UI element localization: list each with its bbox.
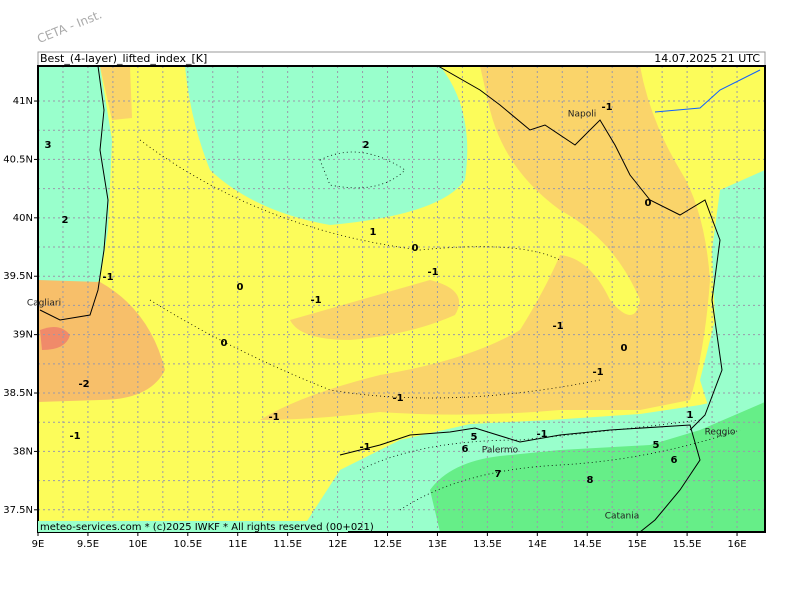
footer: meteo-services.com * (c)2025 IWKF * All … [40,522,374,533]
y-tick-label: 37.5N [3,505,33,516]
contour-label: 1 [370,227,377,238]
timestamp: 14.07.2025 21 UTC [654,52,760,65]
contour-label: 0 [645,198,652,209]
contour-label: -1 [601,102,612,113]
x-tick-label: 13.5E [473,539,502,550]
x-tick-label: 12.5E [373,539,402,550]
city-label: Cagliari [27,299,61,309]
region-aqua [185,66,468,225]
coastline [437,66,723,431]
contour-label: -1 [102,272,113,283]
y-tick-label: 38N [13,446,33,457]
contour-labels: 3 2 2 1 0 -1 -1 0 -1 0 -1 0 -2 -1 -1 -1 … [45,102,694,486]
city-label: Catania [605,512,640,522]
contour-label: 7 [495,469,502,480]
y-tick-label: 41N [13,96,33,107]
contour-label: -1 [268,412,279,423]
isoline [399,429,741,511]
contour-label: -2 [78,379,89,390]
isoline [359,419,701,471]
city-labels: Napoli Cagliari Palermo Catania Reggio [27,110,736,522]
x-tick-label: 12E [328,539,347,550]
x-tick-label: 11E [228,539,247,550]
x-tick-label: 14.5E [573,539,602,550]
contour-label: 0 [412,243,419,254]
contour-label: -1 [552,321,563,332]
contour-label: 3 [45,140,52,151]
y-tick-label: 40.5N [3,154,33,165]
isoline [149,299,601,399]
contour-label: -1 [392,393,403,404]
x-tick-label: 16E [728,539,747,550]
title: Best_(4-layer)_lifted_index_[K] [40,52,207,65]
region-orange [38,280,165,402]
region-orange [290,280,460,340]
city-label: Napoli [568,110,596,120]
x-tick-label: 14E [528,539,547,550]
y-tick-label: 40N [13,213,33,224]
contour-label: 5 [653,440,660,451]
city-label: Palermo [482,446,519,456]
x-tick-label: 10.5E [173,539,202,550]
contour-label: 6 [462,444,469,455]
coastline [39,66,109,321]
contour-label: -1 [310,295,321,306]
region-green [430,402,765,532]
contour-label: 0 [621,343,628,354]
x-tick-label: 15.5E [673,539,702,550]
x-tick-label: 15E [628,539,647,550]
river [654,69,761,113]
x-tick-label: 10E [128,539,147,550]
map-frame [37,65,766,533]
isoline [139,139,561,261]
contour-label: 0 [237,282,244,293]
region-orange [100,66,132,120]
contour-label: -1 [592,367,603,378]
x-tick-label: 13E [428,539,447,550]
contour-label: -1 [69,431,80,442]
contour-label: -1 [536,429,547,440]
contour-label: 0 [221,338,228,349]
coastline [339,424,701,532]
y-tick-label: 39N [13,330,33,341]
contour-label: 2 [62,215,69,226]
contour-label: -1 [427,267,438,278]
city-label: Reggio [705,428,736,438]
region-aqua [38,66,112,300]
x-tick-label: 9E [32,539,45,550]
footer-box [38,521,348,532]
watermark: CETA - Inst. [35,7,104,46]
contour-label: 6 [671,455,678,466]
field [38,66,765,532]
contour-label: -1 [359,442,370,453]
contour-label: 1 [687,410,694,421]
y-tick-label: 39.5N [3,271,33,282]
axes: 9E 9.5E 10E 10.5E 11E 11.5E 12E 12.5E 13E 13.5E 14… [3,96,746,550]
y-tick-label: 38.5N [3,388,33,399]
contour-label: 8 [587,475,594,486]
x-tick-label: 9.5E [77,539,99,550]
x-tick-label: 11.5E [273,539,302,550]
contour-label: 2 [363,140,370,151]
contour-label: 5 [471,432,478,443]
grid [38,66,765,532]
region-orange [260,66,710,420]
